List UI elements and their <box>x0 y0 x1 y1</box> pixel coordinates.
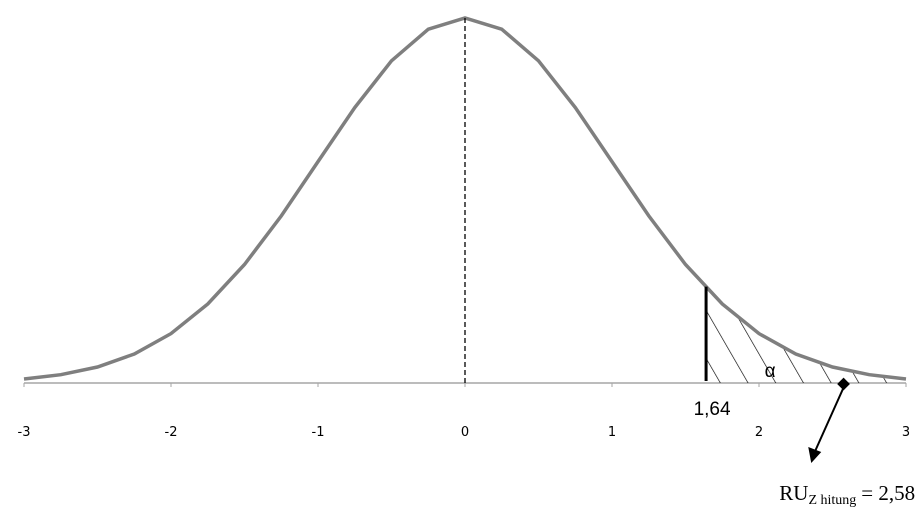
hatched-area <box>706 286 906 383</box>
x-tick-label: 0 <box>461 425 469 440</box>
statistic-name: RU <box>779 481 808 505</box>
alpha-label: α <box>765 361 776 382</box>
curve <box>23 16 907 381</box>
x-tick-label: 1 <box>608 425 616 440</box>
arrow-head <box>808 447 822 463</box>
x-tick-label: 2 <box>755 425 763 440</box>
x-tick-label: -1 <box>312 425 325 440</box>
statistic-label: = 2,58 <box>861 481 915 505</box>
statistic-marker <box>837 377 850 391</box>
arrow-shaft <box>813 385 846 454</box>
critical-label: 1,64 <box>694 399 731 420</box>
x-tick-label: 3 <box>902 425 910 440</box>
x-tick-label: -3 <box>18 425 31 440</box>
statistic-subscript: Z hitung <box>808 493 856 508</box>
x-tick-label: -2 <box>165 425 178 440</box>
